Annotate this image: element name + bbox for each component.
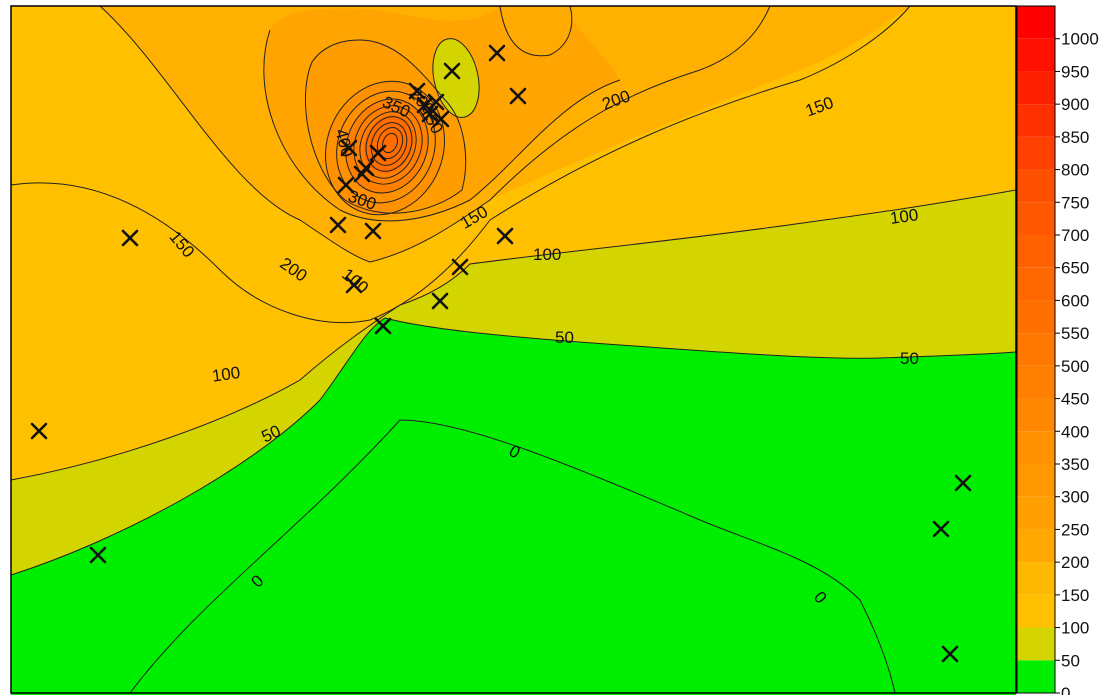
sample-point-marker xyxy=(369,144,387,162)
contour-line-250 xyxy=(263,29,621,222)
colorbar-bin xyxy=(1017,660,1055,693)
region-low-local xyxy=(432,38,480,118)
colorbar-bin xyxy=(1017,333,1055,366)
contour-line-low-local xyxy=(432,38,480,118)
colorbar-tick-label: 750 xyxy=(1061,193,1089,212)
colorbar-bin xyxy=(1017,365,1055,399)
contour-line-100 xyxy=(10,189,1017,481)
contour-line-500 xyxy=(353,105,423,185)
sample-point-markers xyxy=(30,44,972,663)
region-0-50 xyxy=(11,318,1016,695)
contour-label: 100 xyxy=(533,245,561,264)
map-plot-area xyxy=(11,6,1016,695)
sample-point-marker xyxy=(337,176,355,194)
colorbar-tick-label: 850 xyxy=(1061,128,1089,147)
colorbar-tick-label: 200 xyxy=(1061,553,1089,572)
contour-line-50 xyxy=(10,317,1017,576)
contour-line-upper-right xyxy=(499,5,573,57)
sample-point-marker xyxy=(340,139,358,157)
region-upper-right-200 xyxy=(500,6,572,56)
colorbar-bin xyxy=(1017,169,1055,203)
colorbar-tick-label: 250 xyxy=(1061,520,1089,539)
colorbar-tick-label: 50 xyxy=(1061,651,1080,670)
colorbar-tick-label: 800 xyxy=(1061,161,1089,180)
colorbar-tick-label: 300 xyxy=(1061,488,1089,507)
sample-point-marker xyxy=(488,44,506,62)
colorbar-tick-label: 950 xyxy=(1061,62,1089,81)
sample-point-marker xyxy=(364,222,382,240)
colorbar-tick-label: 500 xyxy=(1061,357,1089,376)
colorbar-tick-label: 150 xyxy=(1061,586,1089,605)
colorbar-tick-label: 600 xyxy=(1061,291,1089,310)
colorbar-tick-label: 900 xyxy=(1061,95,1089,114)
colorbar-bin xyxy=(1017,529,1055,563)
colorbar-bin xyxy=(1017,6,1055,39)
contour-line-550 xyxy=(359,111,417,179)
sample-point-marker xyxy=(357,159,375,177)
sample-point-marker xyxy=(416,96,434,114)
colorbar-frame xyxy=(1016,5,1056,694)
sample-point-marker xyxy=(89,546,107,564)
colorbar-bin xyxy=(1017,38,1055,72)
contour-line-200 xyxy=(99,5,771,263)
colorbar-bin xyxy=(1017,464,1055,497)
colorbar-bin xyxy=(1017,594,1055,628)
contour-line-450 xyxy=(345,98,429,194)
sample-point-marker xyxy=(374,317,392,335)
sample-point-marker xyxy=(121,229,139,247)
sample-point-marker xyxy=(443,62,461,80)
sample-point-marker xyxy=(954,474,972,492)
region-high-600-800 xyxy=(364,114,414,174)
colorbar-bin xyxy=(1017,202,1055,235)
colorbar-bin xyxy=(1017,267,1055,301)
sample-point-marker xyxy=(30,422,48,440)
colorbar-tick-label: 1000 xyxy=(1061,30,1099,49)
colorbar-bin xyxy=(1017,431,1055,464)
sample-point-marker xyxy=(345,276,363,294)
colorbar-bin xyxy=(1017,496,1055,530)
colorbar-bin xyxy=(1017,398,1055,432)
sample-point-marker xyxy=(496,227,514,245)
colorbar-tick-label: 100 xyxy=(1061,619,1089,638)
colorbar-tick-label: 0 xyxy=(1061,684,1070,695)
sample-point-marker xyxy=(329,216,347,234)
colorbar-bin xyxy=(1017,136,1055,170)
contour-line-600 xyxy=(365,116,413,172)
colorbar-tick-label: 400 xyxy=(1061,422,1089,441)
sample-point-marker xyxy=(932,520,950,538)
sample-point-marker xyxy=(408,82,426,100)
contour-line-150-left xyxy=(10,5,911,323)
sample-point-marker xyxy=(431,292,449,310)
colorbar-bin xyxy=(1017,562,1055,595)
colorbar-tick-label: 450 xyxy=(1061,390,1089,409)
contour-label: 100 xyxy=(211,363,242,386)
colorbar-tick-label: 550 xyxy=(1061,324,1089,343)
colorbar-tick-label: 350 xyxy=(1061,455,1089,474)
contour-line-0-left xyxy=(129,419,896,694)
sample-point-marker xyxy=(421,105,439,123)
colorbar-bin xyxy=(1017,300,1055,334)
sample-point-marker xyxy=(451,258,469,276)
map-frame xyxy=(10,5,1017,694)
contour-label: 50 xyxy=(900,349,919,368)
contour-lines xyxy=(10,5,1017,694)
colorbar-tick-label: 650 xyxy=(1061,259,1089,278)
contour-label: 50 xyxy=(555,328,574,347)
colorbar-tick-label: 700 xyxy=(1061,226,1089,245)
contour-line-750 xyxy=(382,132,398,154)
sample-point-marker xyxy=(941,645,959,663)
contour-line-650 xyxy=(370,122,408,166)
colorbar-legend: 0 50 100 150 200 250 300 350 400 450 500 550 600 650 7… xyxy=(1016,5,1099,695)
colorbar-bin xyxy=(1017,71,1055,105)
contour-line-300 xyxy=(304,39,467,214)
colorbar-bin xyxy=(1017,235,1055,268)
contour-line-400 xyxy=(336,90,436,204)
sample-point-marker xyxy=(432,110,450,128)
colorbar-bin xyxy=(1017,104,1055,137)
contour-label: 100 xyxy=(889,205,920,228)
colorbar-bin xyxy=(1017,627,1055,661)
sample-point-marker xyxy=(509,87,527,105)
